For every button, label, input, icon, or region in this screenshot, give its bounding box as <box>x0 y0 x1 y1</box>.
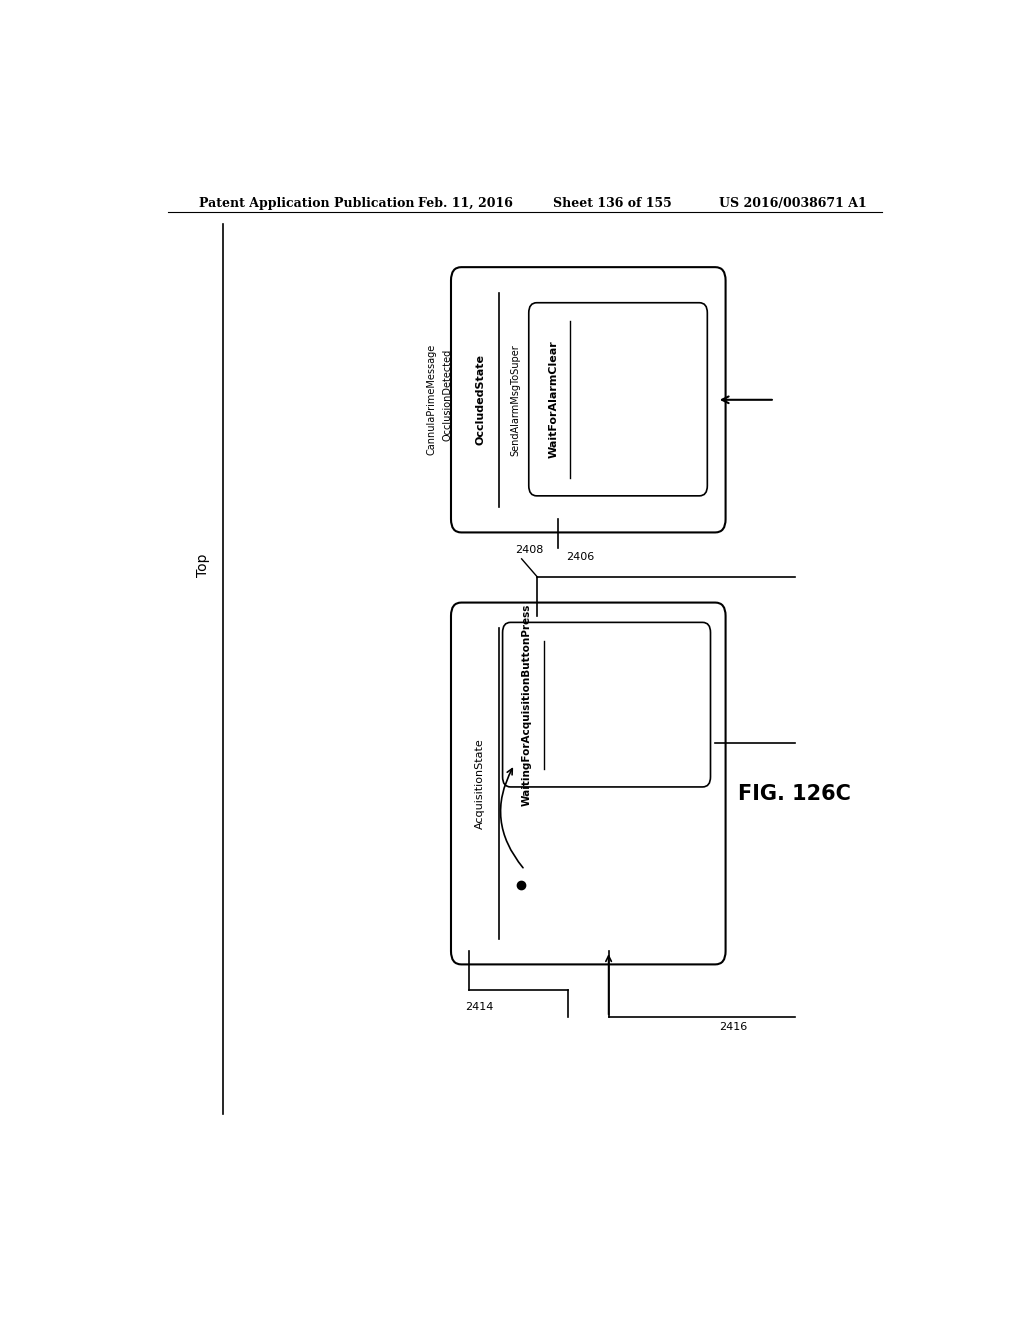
FancyBboxPatch shape <box>451 267 726 532</box>
Text: Feb. 11, 2016: Feb. 11, 2016 <box>418 197 513 210</box>
Text: 2406: 2406 <box>565 552 594 562</box>
FancyBboxPatch shape <box>503 623 711 787</box>
Text: OcclusionDetected: OcclusionDetected <box>442 348 452 441</box>
Text: FIG. 126C: FIG. 126C <box>738 784 851 804</box>
Text: Top: Top <box>197 553 210 577</box>
Text: SendAlarmMsgToSuper: SendAlarmMsgToSuper <box>510 345 520 455</box>
Text: Patent Application Publication: Patent Application Publication <box>200 197 415 210</box>
Text: WaitingForAcquisitionButtonPress: WaitingForAcquisitionButtonPress <box>522 603 532 805</box>
FancyBboxPatch shape <box>528 302 708 496</box>
Text: 2408: 2408 <box>515 545 544 554</box>
Text: AcquisitionState: AcquisitionState <box>475 738 485 829</box>
Text: 2414: 2414 <box>465 1002 494 1012</box>
Text: 2416: 2416 <box>719 1022 748 1032</box>
FancyBboxPatch shape <box>451 602 726 965</box>
Text: WaitForAlarmClear: WaitForAlarmClear <box>549 341 558 458</box>
Text: CannulaPrimeMessage: CannulaPrimeMessage <box>426 345 436 455</box>
Text: OccludedState: OccludedState <box>475 354 485 445</box>
Text: US 2016/0038671 A1: US 2016/0038671 A1 <box>719 197 867 210</box>
Text: Sheet 136 of 155: Sheet 136 of 155 <box>553 197 672 210</box>
